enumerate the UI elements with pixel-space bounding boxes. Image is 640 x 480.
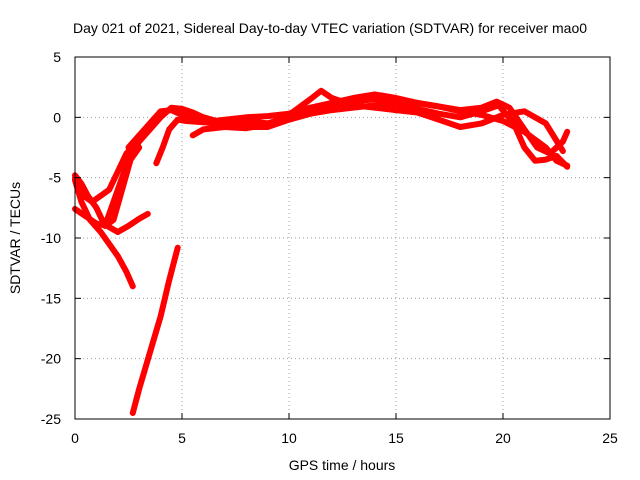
y-axis-label: SDTVAR / TECUs [7,182,23,294]
y-tick-label: -15 [41,290,61,306]
x-tick-label: 25 [602,430,618,446]
series-track-9 [189,87,566,155]
y-tick-label: 5 [53,49,61,65]
tick-layer: 0 5 10 15 20 25 5 0 -5 -10 -15 -20 -25 [41,49,618,446]
series-track-5 [129,244,181,416]
x-tick-label: 10 [281,430,297,446]
y-tick-label: -25 [41,411,61,427]
y-tick-label: -5 [49,170,62,186]
x-tick-label: 0 [71,430,79,446]
series-track-1 [72,177,136,290]
x-tick-label: 5 [178,430,186,446]
x-axis-label: GPS time / hours [289,457,396,473]
series-track-2 [72,206,151,235]
y-tick-label: -10 [41,230,61,246]
y-tick-label: -20 [41,351,61,367]
x-tick-label: 20 [495,430,511,446]
x-tick-label: 15 [388,430,404,446]
y-tick-label: 0 [53,109,61,125]
chart-title: Day 021 of 2021, Sidereal Day-to-day VTE… [73,20,587,36]
series-layer [72,87,571,416]
